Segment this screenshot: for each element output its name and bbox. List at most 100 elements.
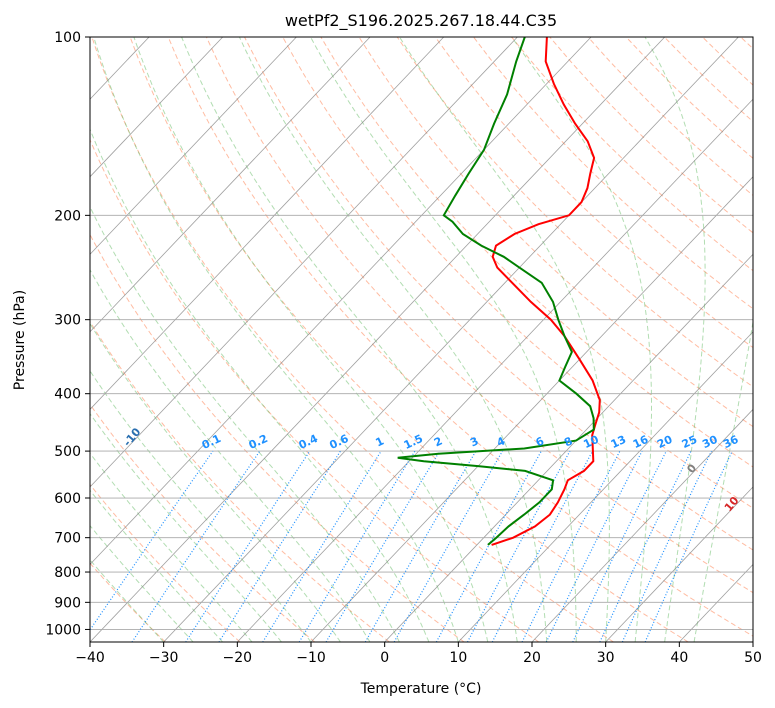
mixing-ratio-line: [90, 450, 214, 631]
dry-adiabat-line: [90, 138, 540, 642]
moist-adiabat-line: [90, 558, 165, 642]
mixing-ratio-line: [521, 450, 621, 642]
mixing-ratio-label: 13: [609, 433, 628, 451]
mixing-ratio-label: 16: [631, 433, 651, 451]
dry-adiabat-line: [90, 403, 316, 642]
isotherm-line: [384, 253, 753, 642]
dry-adiabat-line: [90, 320, 390, 642]
x-axis-title: Temperature (°C): [360, 681, 482, 697]
plot-frame: [89, 36, 754, 643]
dry-adiabat-line: [663, 37, 753, 123]
moist-adiabat-label: 0: [684, 461, 699, 475]
isotherm-line: [310, 176, 753, 642]
mixing-ratio-line: [218, 450, 342, 642]
dry-adiabat-line: [90, 483, 241, 642]
mixing-ratio-label: 36: [721, 433, 741, 451]
x-tick-label: 50: [744, 650, 762, 666]
mixing-ratio-label: 25: [680, 433, 699, 451]
isotherm-line: [163, 37, 739, 642]
mixing-ratio-line: [325, 450, 441, 642]
moist-adiabat-line: [90, 452, 253, 642]
y-axis: 100 200 300 400 500 600 700 800 900 1000: [45, 30, 90, 638]
dry-adiabat-line: [702, 37, 753, 86]
moist-adiabat-line: [693, 319, 753, 642]
isotherm-line: [90, 37, 666, 642]
mixing-ratio-label: 2: [432, 434, 444, 449]
y-tick-label: 100: [54, 30, 81, 46]
mixing-ratio-lines: [90, 450, 733, 642]
mixing-ratio-label: 20: [655, 433, 675, 451]
mixing-ratio-line: [262, 450, 382, 642]
y-tick-label: 200: [54, 208, 81, 224]
dry-adiabat-line: [282, 37, 753, 509]
y-tick-label: 500: [54, 444, 81, 460]
dry-adiabat-line: [205, 37, 753, 594]
isotherm-line: [605, 486, 753, 642]
mixing-ratio-line: [545, 450, 643, 642]
y-tick-label: 400: [54, 387, 81, 403]
x-tick-label: 10: [449, 650, 467, 666]
isotherm-line: [90, 37, 592, 566]
x-tick-label: 0: [380, 650, 389, 666]
dry-adiabat-line: [90, 562, 166, 642]
mixing-ratio-line: [185, 450, 311, 642]
moist-adiabat-label: 10: [722, 494, 742, 514]
temperature-profile-line: [491, 37, 601, 546]
mixing-ratio-label: 0.2: [247, 432, 270, 452]
series-layer: [397, 37, 601, 546]
y-tick-label: 1000: [45, 622, 81, 638]
mixing-ratio-line: [621, 450, 713, 642]
isotherm-line: [90, 37, 371, 333]
y-tick-label: 900: [54, 595, 81, 611]
moist-adiabat-line: [644, 37, 706, 642]
isotherm-line: [237, 98, 753, 642]
moist-adiabat-line: [399, 37, 610, 642]
mixing-ratio-label: 10: [581, 433, 601, 451]
isotherm-line: [679, 563, 753, 642]
plot-area: 0.10.20.40.611.52346810131620253036-100-…: [44, 37, 753, 642]
moist-adiabat-line: [90, 268, 371, 642]
x-tick-label: −20: [223, 650, 253, 666]
mixing-ratio-line: [298, 450, 416, 642]
x-tick-label: 30: [597, 650, 615, 666]
isotherm-line: [458, 331, 753, 642]
mixing-ratio-line: [491, 450, 594, 642]
dry-adiabat-line: [511, 37, 753, 272]
x-tick-label: −10: [296, 650, 326, 666]
dry-adiabat-line: [396, 37, 753, 388]
mixing-ratio-line: [435, 450, 542, 642]
dry-adiabat-label: -10: [121, 425, 144, 449]
mixing-ratio-line: [364, 450, 477, 642]
chart-title: wetPf2_S196.2025.267.18.44.C35: [285, 11, 557, 31]
dry-adiabat-line: [167, 37, 753, 637]
dry-adiabat-line: [244, 37, 753, 551]
mixing-ratio-label: 1.5: [402, 432, 425, 452]
y-tick-label: 600: [54, 491, 81, 507]
line-labels: 0.10.20.40.611.52346810131620253036-100-…: [44, 402, 742, 514]
isotherm-line: [90, 37, 297, 255]
dry-adiabat-label: -20: [44, 402, 67, 426]
mixing-ratio-line: [393, 450, 504, 642]
moist-adiabat-line: [133, 37, 489, 642]
moist-adiabat-line: [90, 128, 430, 642]
dry-adiabat-line: [358, 37, 753, 428]
y-tick-label: 800: [54, 565, 81, 581]
x-tick-label: 40: [670, 650, 688, 666]
dry-adiabats: [90, 37, 753, 642]
dry-adiabat-line: [587, 37, 753, 196]
isotherm-line: [752, 641, 753, 642]
mixing-ratio-label: 0.4: [297, 432, 320, 452]
isotherm-line: [90, 37, 518, 488]
moist-adiabat-line: [238, 37, 548, 642]
moist-adiabat-line: [181, 37, 518, 642]
isotherm-line: [90, 37, 445, 410]
isotherm-line: [531, 408, 753, 642]
moist-adiabat-line: [90, 322, 341, 642]
mixing-ratio-label: 1: [374, 434, 386, 449]
y-axis-title: Pressure (hPa): [12, 290, 28, 390]
moist-adiabat-line: [93, 37, 459, 642]
moist-adiabat-line: [90, 489, 223, 642]
mixing-ratio-label: 0.1: [200, 432, 223, 452]
dry-adiabat-line: [129, 37, 689, 642]
